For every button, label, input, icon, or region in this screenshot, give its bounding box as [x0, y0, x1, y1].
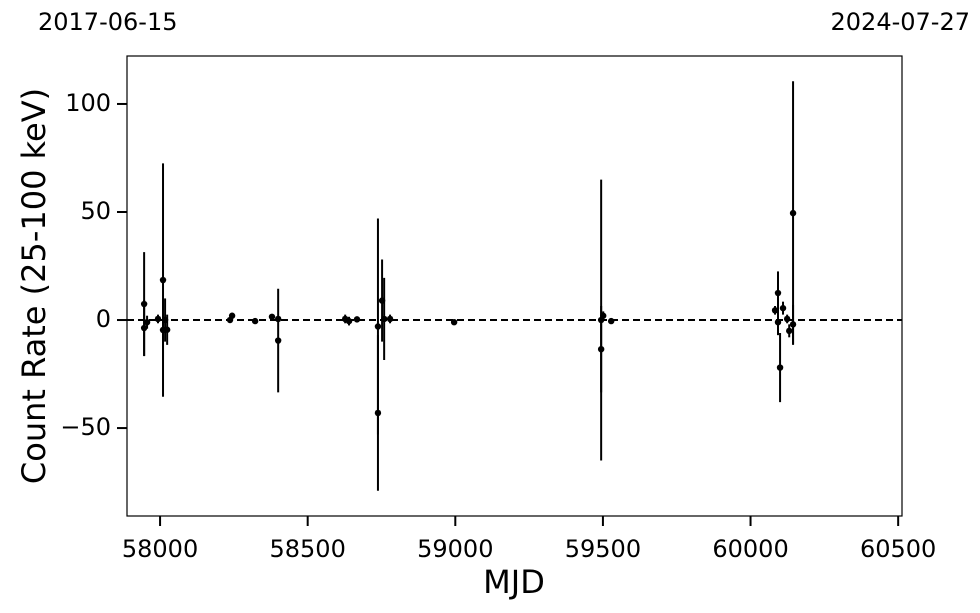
end-date-label: 2024-07-27 — [831, 8, 970, 36]
y-tick-label: −50 — [60, 413, 111, 441]
x-tick-label: 59500 — [565, 535, 641, 563]
y-tick-label: 100 — [65, 89, 111, 117]
data-point — [776, 364, 784, 371]
data-point — [154, 315, 162, 323]
y-tick-label: 0 — [96, 305, 111, 333]
data-point — [374, 323, 382, 330]
data-point — [786, 327, 793, 335]
x-tick-label: 58000 — [122, 535, 198, 563]
data-point — [774, 289, 782, 297]
x-tick-label: 58500 — [270, 535, 346, 563]
data-point — [274, 337, 282, 344]
data-point — [140, 300, 148, 308]
x-tick-label: 60500 — [860, 535, 936, 563]
data-point — [353, 316, 361, 323]
y-axis-label: Count Rate (25-100 keV) — [15, 88, 53, 484]
data-point — [161, 316, 169, 324]
start-date-label: 2017-06-15 — [38, 8, 177, 36]
data-point — [771, 307, 779, 314]
data-point — [163, 326, 171, 333]
y-tick-label: 50 — [80, 197, 111, 225]
data-point — [251, 317, 259, 325]
data-point — [380, 315, 388, 323]
x-tick-label: 60000 — [712, 535, 788, 563]
x-axis-label: MJD — [483, 563, 545, 601]
data-point — [228, 312, 236, 319]
data-point — [783, 315, 791, 323]
plot-frame — [126, 55, 903, 517]
data-point — [345, 317, 353, 325]
data-point — [268, 313, 276, 320]
data-point — [600, 312, 607, 319]
data-point — [274, 315, 282, 323]
data-point — [450, 318, 458, 326]
data-point — [140, 324, 148, 332]
data-point — [159, 276, 167, 284]
data-point — [774, 318, 782, 326]
data-point — [143, 318, 151, 326]
data-point — [597, 345, 605, 353]
data-point — [378, 297, 386, 304]
data-point — [374, 409, 382, 417]
data-point — [789, 209, 797, 217]
data-point — [386, 315, 394, 323]
data-point — [789, 321, 797, 328]
data-point — [779, 304, 787, 312]
data-point — [607, 317, 615, 325]
x-tick-label: 59000 — [417, 535, 493, 563]
